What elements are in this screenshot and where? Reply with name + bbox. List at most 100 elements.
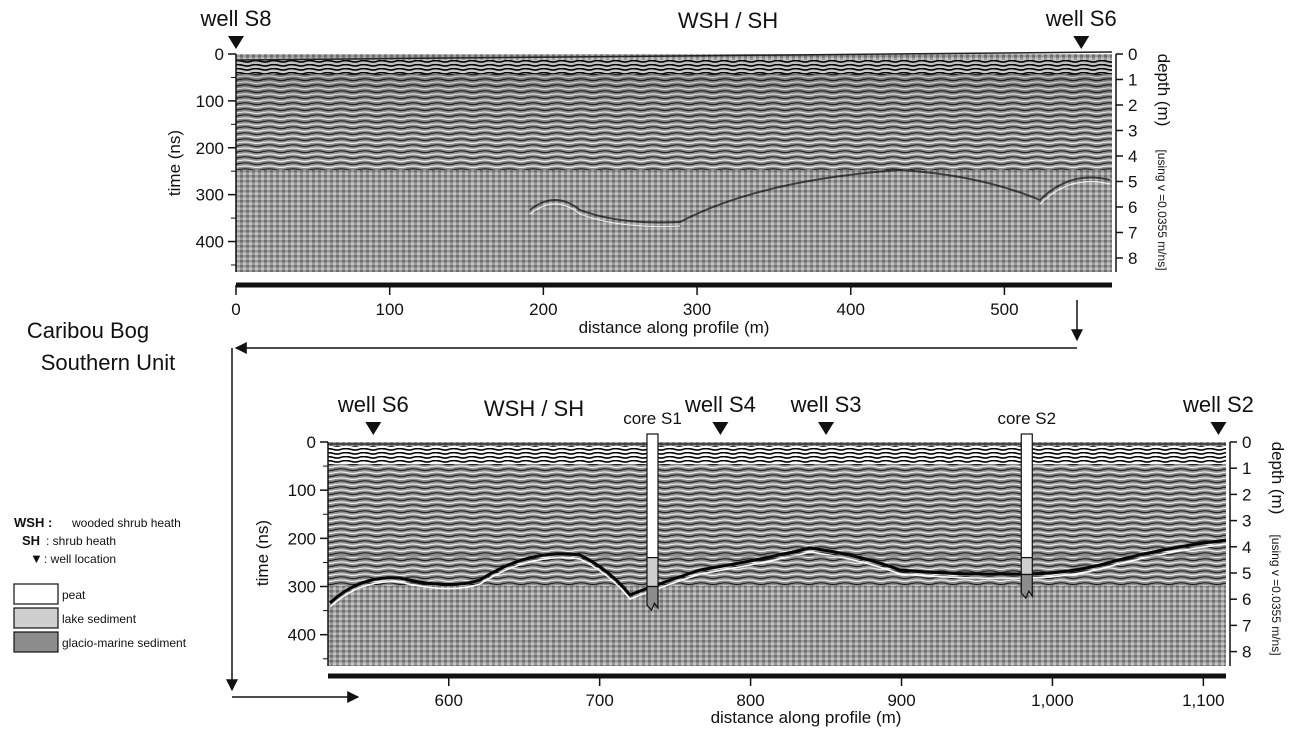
panel-upper: 0 100 200 300 400 time (ns) 0 1 2 3 4 5 6 7 8 depth … <box>165 6 1173 337</box>
depth-axis-lower: 0 1 2 3 4 5 6 7 8 depth (m) [using v =0.0355 m/n… <box>1229 433 1287 666</box>
time-tick-label: 100 <box>288 481 316 500</box>
core-glacio-marine-segment <box>646 585 659 612</box>
well-label: well S6 <box>1045 6 1117 31</box>
core-lake-sediment-segment <box>1020 557 1033 576</box>
radargram-lower <box>328 442 1227 666</box>
distance-tick-label: 600 <box>435 691 463 710</box>
distance-tick-label: 100 <box>375 300 403 319</box>
depth-tick-label: 0 <box>1128 45 1137 64</box>
distance-tick-label: 500 <box>990 300 1018 319</box>
legend: WSH : wooded shrub heath SH : shrub heath▼:… <box>13 515 187 653</box>
depth-axis-label: depth (m) <box>1154 54 1173 127</box>
core-glacio-marine-segment <box>1020 573 1033 600</box>
well-marker <box>712 422 729 435</box>
distance-axis-upper: 0 100 200 300 400 500 distance along profile … <box>231 282 1112 337</box>
well-label: well S2 <box>1182 392 1254 417</box>
time-tick-label: 300 <box>288 578 316 597</box>
depth-tick-label: 2 <box>1128 96 1137 115</box>
well-marker <box>1210 422 1227 435</box>
well-label: well S3 <box>790 392 862 417</box>
abbreviation-text: : shrub heath <box>46 534 116 548</box>
abbreviation-text: : well location <box>44 552 116 566</box>
radargram-upper <box>236 54 1112 272</box>
well-marker <box>365 422 382 435</box>
time-axis-lower: 0 100 200 300 400 time (ns) <box>253 433 329 666</box>
velocity-note: [using v =0.0355 m/ns] <box>1155 149 1169 270</box>
time-axis-label: time (ns) <box>253 520 272 586</box>
depth-tick-label: 4 <box>1128 147 1137 166</box>
time-tick-label: 0 <box>215 45 224 64</box>
core-label: core S1 <box>623 409 682 428</box>
depth-tick-label: 6 <box>1242 590 1251 609</box>
core-label: core S2 <box>997 409 1056 428</box>
time-axis-label: time (ns) <box>165 130 184 196</box>
distance-tick-label: 0 <box>231 300 240 319</box>
distance-axis-lower: 600 700 800 900 1,000 1,100 distance along pr… <box>328 673 1226 727</box>
distance-tick-label: 700 <box>585 691 613 710</box>
legend-label: lake sediment <box>62 612 137 626</box>
depth-tick-label: 3 <box>1128 121 1137 140</box>
well-symbol-key: ▼ <box>30 551 43 566</box>
time-tick-label: 0 <box>307 433 316 452</box>
depth-axis-label: depth (m) <box>1268 442 1287 515</box>
well-label: well S6 <box>337 392 409 417</box>
depth-tick-label: 4 <box>1242 538 1251 557</box>
depth-tick-label: 1 <box>1242 459 1251 478</box>
abbreviation-key: SH <box>22 533 40 548</box>
distance-tick-label: 900 <box>887 691 915 710</box>
time-tick-label: 400 <box>288 626 316 645</box>
abbreviation-key: WSH : <box>14 515 52 530</box>
distance-tick-label: 1,000 <box>1031 691 1074 710</box>
velocity-note: [using v =0.0355 m/ns] <box>1269 534 1283 655</box>
distance-axis-label: distance along profile (m) <box>579 318 770 337</box>
depth-tick-label: 7 <box>1128 223 1137 242</box>
distance-tick-label: 400 <box>837 300 865 319</box>
well-marker <box>1073 36 1090 49</box>
cores-lower: core S1 core S2 <box>623 409 1056 612</box>
legend-label: glacio-marine sediment <box>62 636 187 650</box>
wells-lower: well S6 well S4 well S3 well S2 <box>337 392 1254 435</box>
depth-tick-label: 6 <box>1128 198 1137 217</box>
legend-swatch <box>13 607 59 629</box>
distance-tick-label: 300 <box>683 300 711 319</box>
depth-tick-label: 1 <box>1128 70 1137 89</box>
depth-tick-label: 5 <box>1128 172 1137 191</box>
well-marker <box>818 422 835 435</box>
panel-lower: 0 100 200 300 400 time (ns) 0 1 2 3 4 5 6 7 8 depth … <box>253 392 1287 727</box>
legend-swatch <box>13 583 59 605</box>
core-peat-segment <box>646 433 659 559</box>
well-label: well S4 <box>684 392 756 417</box>
depth-tick-label: 0 <box>1242 433 1251 452</box>
profile-connector <box>226 300 1083 703</box>
time-tick-label: 200 <box>196 139 224 158</box>
well-label: well S8 <box>200 6 272 31</box>
vegetation-label: WSH / SH <box>484 396 584 421</box>
distance-tick-label: 200 <box>529 300 557 319</box>
depth-tick-label: 8 <box>1128 249 1137 268</box>
distance-tick-label: 800 <box>736 691 764 710</box>
site-name-line1: Caribou Bog <box>27 318 149 343</box>
core-peat-segment <box>1020 433 1033 559</box>
depth-tick-label: 5 <box>1242 564 1251 583</box>
distance-axis-label: distance along profile (m) <box>711 708 902 727</box>
depth-tick-label: 8 <box>1242 643 1251 662</box>
legend-swatch <box>13 631 59 653</box>
time-tick-label: 300 <box>196 186 224 205</box>
time-axis-upper: 0 100 200 300 400 time (ns) <box>165 45 237 272</box>
well-marker <box>228 36 244 49</box>
depth-tick-label: 7 <box>1242 616 1251 635</box>
time-tick-label: 100 <box>196 92 224 111</box>
vegetation-label: WSH / SH <box>678 8 778 33</box>
distance-tick-label: 1,100 <box>1182 691 1225 710</box>
abbreviation-text: wooded shrub heath <box>71 516 181 530</box>
depth-tick-label: 2 <box>1242 485 1251 504</box>
legend-label: peat <box>62 588 86 602</box>
wells-upper: well S8 well S6 <box>200 6 1117 49</box>
site-name-line2: Southern Unit <box>41 350 176 375</box>
time-tick-label: 200 <box>288 529 316 548</box>
time-tick-label: 400 <box>196 233 224 252</box>
depth-axis-upper: 0 1 2 3 4 5 6 7 8 depth (m) [using v =0.0355 m/n… <box>1115 45 1173 272</box>
depth-tick-label: 3 <box>1242 512 1251 531</box>
core-lake-sediment-segment <box>646 557 659 588</box>
